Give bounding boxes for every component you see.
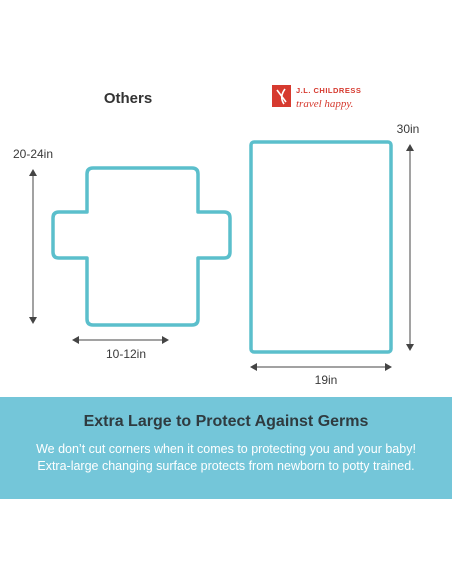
- banner: Extra Large to Protect Against Germs We …: [0, 397, 452, 499]
- childress-pad-outline: [249, 140, 393, 354]
- others-pad-outline: [51, 166, 232, 327]
- logo-glyph: [276, 88, 287, 105]
- banner-line: Extra-large changing surface protects fr…: [37, 459, 415, 473]
- others-width: 10-12in: [106, 347, 146, 361]
- brand-name: J.L. CHILDRESS: [296, 86, 361, 95]
- banner-title: Extra Large to Protect Against Germs: [83, 413, 369, 430]
- banner-line: We don’t cut corners when it comes to pr…: [36, 442, 416, 456]
- others-label: Others: [104, 90, 152, 107]
- others-height: 20-24in: [13, 147, 53, 161]
- childress-width: 19in: [315, 373, 338, 387]
- brand-tagline: travel happy.: [296, 98, 353, 110]
- childress-height: 30in: [397, 122, 420, 136]
- comparison-graphic: Others J.L. CHILDRESS travel happy. 20-2…: [13, 85, 420, 387]
